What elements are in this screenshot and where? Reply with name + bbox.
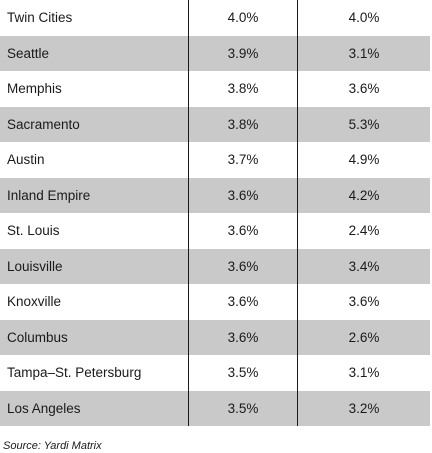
- table-row: St. Louis 3.6% 2.4%: [0, 213, 430, 249]
- city-cell: Seattle: [7, 45, 50, 61]
- table-row: Tampa–St. Petersburg 3.5% 3.1%: [0, 355, 430, 391]
- value-cell-2: 4.9%: [297, 142, 430, 178]
- value-cell-1: 3.8%: [188, 106, 297, 142]
- table-row: Austin 3.7% 4.9%: [0, 142, 430, 178]
- table-row: Louisville 3.6% 3.4%: [0, 248, 430, 284]
- value-cell-2: 3.1%: [297, 35, 430, 71]
- table-row: Knoxville 3.6% 3.6%: [0, 284, 430, 320]
- value-cell-2: 4.0%: [297, 0, 430, 36]
- table-row: Memphis 3.8% 3.6%: [0, 71, 430, 107]
- value-cell-1: 3.6%: [188, 284, 297, 320]
- value-cell-1: 4.0%: [188, 0, 297, 36]
- value-cell-2: 3.1%: [297, 355, 430, 391]
- city-cell: Tampa–St. Petersburg: [7, 365, 142, 381]
- table-row: Los Angeles 3.5% 3.2%: [0, 390, 430, 426]
- city-cell: Inland Empire: [7, 187, 91, 203]
- city-cell: Knoxville: [7, 294, 62, 310]
- city-cell: Louisville: [7, 258, 63, 274]
- table-row: Twin Cities 4.0% 4.0%: [0, 0, 430, 36]
- city-cell: Memphis: [7, 81, 62, 97]
- city-cell: Austin: [7, 152, 45, 168]
- city-cell: Sacramento: [7, 116, 80, 132]
- value-cell-1: 3.6%: [188, 248, 297, 284]
- value-cell-1: 3.6%: [188, 177, 297, 213]
- city-cell: Columbus: [7, 329, 68, 345]
- value-cell-2: 3.6%: [297, 284, 430, 320]
- value-cell-2: 3.4%: [297, 248, 430, 284]
- table-row: Columbus 3.6% 2.6%: [0, 319, 430, 355]
- value-cell-1: 3.9%: [188, 35, 297, 71]
- value-cell-2: 2.6%: [297, 319, 430, 355]
- value-cell-1: 3.8%: [188, 71, 297, 107]
- city-cell: Twin Cities: [7, 10, 73, 26]
- value-cell-2: 4.2%: [297, 177, 430, 213]
- source-note: Source: Yardi Matrix: [3, 440, 102, 452]
- value-cell-1: 3.6%: [188, 213, 297, 249]
- value-cell-2: 2.4%: [297, 213, 430, 249]
- value-cell-1: 3.5%: [188, 390, 297, 426]
- city-cell: Los Angeles: [7, 400, 81, 416]
- value-cell-2: 5.3%: [297, 106, 430, 142]
- table-row: Seattle 3.9% 3.1%: [0, 35, 430, 71]
- value-cell-1: 3.5%: [188, 355, 297, 391]
- table-row: Sacramento 3.8% 5.3%: [0, 106, 430, 142]
- value-cell-2: 3.2%: [297, 390, 430, 426]
- value-cell-1: 3.7%: [188, 142, 297, 178]
- value-cell-1: 3.6%: [188, 319, 297, 355]
- table-row: Inland Empire 3.6% 4.2%: [0, 177, 430, 213]
- value-cell-2: 3.6%: [297, 71, 430, 107]
- data-table: Twin Cities 4.0% 4.0% Seattle 3.9% 3.1% Memphi…: [0, 0, 430, 426]
- city-cell: St. Louis: [7, 223, 60, 239]
